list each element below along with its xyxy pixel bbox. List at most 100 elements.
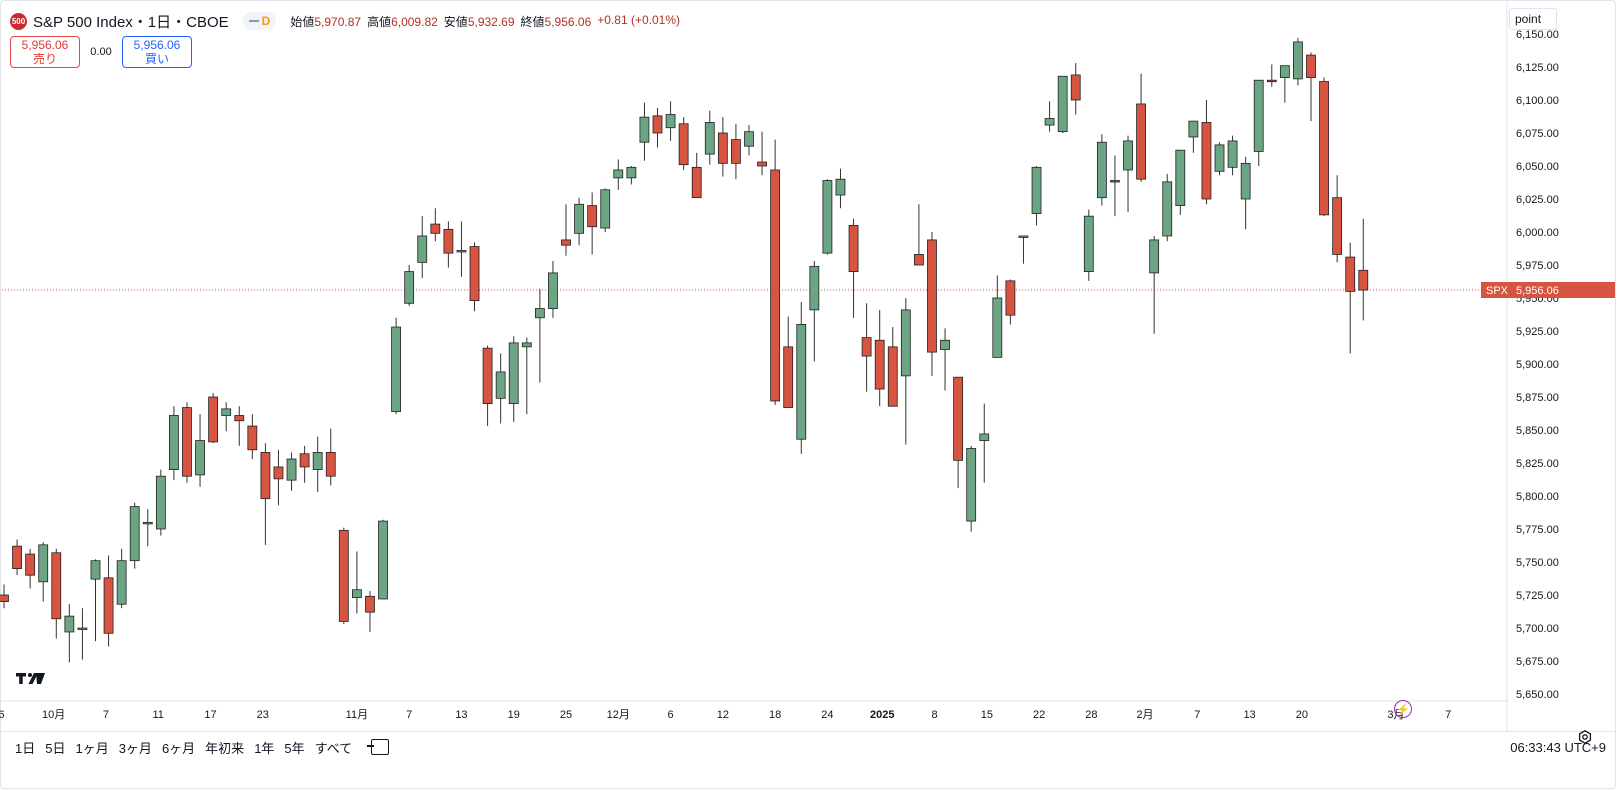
- range-button[interactable]: 1年: [254, 740, 275, 756]
- candle-body: [142, 522, 153, 525]
- candle-body: [992, 297, 1003, 358]
- candle-body: [809, 265, 820, 311]
- ohlc-label: 終値: [520, 14, 545, 29]
- candle-body: [783, 346, 794, 408]
- candle-body: [927, 239, 937, 353]
- candle-body: [613, 169, 624, 179]
- sell-button[interactable]: 5,956.06 売り: [10, 36, 80, 68]
- candle-body: [260, 452, 271, 500]
- candle-body: [312, 452, 323, 471]
- candle-body: [325, 452, 336, 477]
- x-tick-label: 6: [668, 709, 674, 721]
- candle-body: [1227, 140, 1238, 168]
- candle-body: [169, 415, 179, 471]
- candle-body: [861, 337, 872, 357]
- candle-body: [221, 408, 232, 416]
- candle-body: [691, 166, 702, 199]
- candle-body: [561, 239, 571, 246]
- candle-body: [286, 458, 297, 481]
- x-tick-label: 13: [1243, 709, 1255, 721]
- ohlc-label: 安値: [443, 14, 468, 29]
- symbol-title[interactable]: S&P 500 Index・1日・CBOE: [33, 13, 229, 31]
- x-tick-label: 11月: [346, 709, 368, 721]
- x-tick-label: 8: [932, 709, 938, 721]
- range-button[interactable]: 5日: [45, 740, 66, 756]
- ohlc-value: 5,956.06: [544, 14, 592, 29]
- gear-icon[interactable]: [1578, 730, 1592, 744]
- candle-body: [900, 309, 911, 377]
- x-tick-label: 10月: [42, 709, 65, 721]
- x-tick-label: 13: [455, 709, 467, 721]
- candle-body: [548, 272, 558, 309]
- candle-body: [1057, 75, 1068, 133]
- y-tick-label: 5,650.00: [1516, 689, 1559, 701]
- candle-body: [1005, 280, 1016, 316]
- last-price-tag: SPX 5,956.06: [1481, 282, 1615, 299]
- unit-button[interactable]: point: [1509, 8, 1557, 30]
- y-tick-label: 6,050.00: [1516, 161, 1559, 173]
- sell-price: 5,956.06: [21, 38, 69, 52]
- goto-date-icon[interactable]: [367, 739, 390, 755]
- candle-body: [1096, 141, 1107, 199]
- x-tick-label: 15: [981, 709, 993, 721]
- candle-body: [770, 169, 781, 402]
- clock-display[interactable]: 06:33:43 UTC+9: [1510, 740, 1606, 755]
- range-button[interactable]: 年初来: [205, 740, 245, 756]
- range-button[interactable]: 5年: [284, 740, 305, 756]
- range-button[interactable]: すべて: [314, 740, 353, 756]
- y-tick-label: 5,725.00: [1516, 590, 1559, 602]
- candle-body: [1253, 79, 1264, 152]
- candle-body: [508, 342, 519, 405]
- candle-body: [182, 407, 192, 477]
- candle-body: [874, 339, 885, 390]
- candlestick-chart[interactable]: 5,650.00 5,675.00 5,700.00 5,725.00 5,750.00…: [0, 0, 1618, 732]
- minus-icon: [248, 20, 259, 22]
- candle-body: [848, 224, 859, 272]
- ohlc-item: 始値5,970.87: [290, 13, 361, 30]
- candle-body: [1070, 74, 1081, 101]
- candle-body: [639, 116, 650, 143]
- x-tick-label: 11: [153, 709, 164, 721]
- x-tick-label: 7: [1194, 709, 1200, 721]
- candle-body: [704, 122, 715, 155]
- candle-body: [482, 347, 493, 405]
- y-tick-label: 6,150.00: [1516, 29, 1559, 41]
- x-tick-label: 2月: [1136, 709, 1153, 721]
- candle-body: [1332, 197, 1343, 255]
- buy-button[interactable]: 5,956.06 買い: [122, 36, 192, 68]
- candle-body: [1214, 144, 1225, 172]
- range-button[interactable]: 1日: [15, 740, 36, 756]
- candle-body: [90, 560, 101, 580]
- candle-body: [103, 577, 114, 634]
- candle-body: [940, 339, 950, 350]
- y-tick-label: 5,925.00: [1516, 326, 1559, 338]
- candle-body: [12, 545, 22, 569]
- y-tick-label: 5,700.00: [1516, 623, 1559, 635]
- ohlc-value: 5,932.69: [467, 14, 515, 29]
- price-tag-symbol: SPX: [1486, 285, 1509, 297]
- x-tick-label: 25: [560, 709, 572, 721]
- range-button[interactable]: 6ヶ月: [161, 740, 196, 756]
- candle-body: [1188, 120, 1199, 138]
- candle-body: [1123, 140, 1133, 171]
- range-button[interactable]: 3ヶ月: [118, 740, 152, 756]
- candle-body: [1083, 215, 1094, 273]
- candle-body: [587, 205, 598, 228]
- candle-body: [717, 132, 728, 164]
- candle-body: [822, 180, 833, 254]
- range-button[interactable]: 1ヶ月: [75, 740, 109, 756]
- y-tick-label: 5,800.00: [1516, 491, 1559, 503]
- candle-body: [534, 308, 545, 319]
- y-tick-label: 6,125.00: [1516, 62, 1559, 74]
- range-buttons: 1日 5日 1ヶ月 3ヶ月 6ヶ月 年初来 1年 5年 すべて: [10, 738, 357, 757]
- lightning-icon[interactable]: ⚡: [1394, 700, 1412, 718]
- candle-body: [443, 228, 454, 254]
- interval-badge[interactable]: D: [242, 12, 277, 30]
- candle-body: [757, 161, 767, 167]
- candle-body: [456, 250, 467, 253]
- tradingview-logo[interactable]: [16, 670, 46, 691]
- price-tag-value: 5,956.06: [1516, 285, 1559, 297]
- candle-body: [953, 376, 964, 461]
- trade-panel: 5,956.06 売り 0.00 5,956.06 買い: [10, 36, 192, 68]
